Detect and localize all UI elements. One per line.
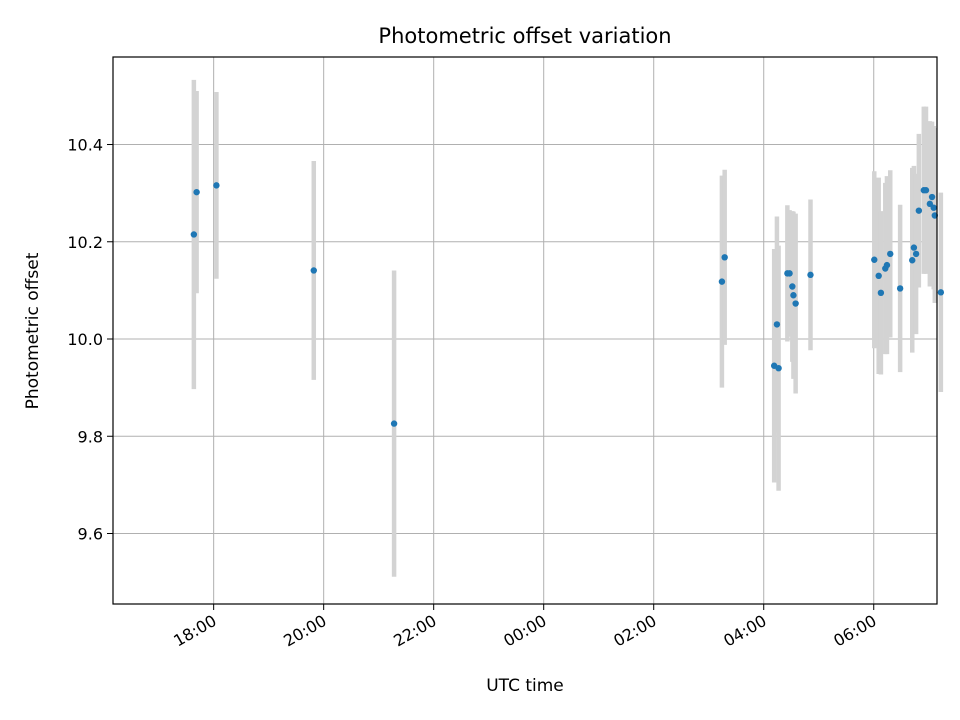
data-point xyxy=(912,250,920,258)
data-point xyxy=(910,244,918,251)
data-point xyxy=(190,231,198,238)
data-point xyxy=(896,285,904,292)
data-point xyxy=(931,212,938,219)
y-tick-label: 9.8 xyxy=(78,427,103,446)
data-point xyxy=(922,187,930,194)
data-point xyxy=(877,289,885,297)
data-point xyxy=(213,182,220,189)
y-tick-label: 9.6 xyxy=(78,524,103,543)
data-point xyxy=(871,256,878,263)
plot-frame xyxy=(112,56,938,605)
y-axis-ticks: 9.6 9.8 10.0 10.2 10.4 xyxy=(67,136,113,543)
data-point xyxy=(786,270,793,277)
data-point xyxy=(773,321,781,328)
data-point xyxy=(937,289,945,296)
x-axis-label: UTC time xyxy=(486,676,564,696)
y-tick-label: 10.0 xyxy=(67,330,103,349)
data-point xyxy=(310,267,317,274)
grid xyxy=(113,57,937,604)
data-point xyxy=(915,207,923,214)
data-point xyxy=(718,278,726,285)
data-point xyxy=(790,292,797,299)
chart-title: Photometric offset variation xyxy=(378,24,671,48)
data-point xyxy=(930,204,937,211)
y-tick-label: 10.4 xyxy=(67,136,103,155)
y-tick-label: 10.2 xyxy=(67,233,103,252)
data-point xyxy=(390,420,398,427)
data-point xyxy=(875,272,882,279)
data-point xyxy=(883,261,891,269)
data-point xyxy=(807,271,814,279)
data-point xyxy=(775,364,782,372)
data-point xyxy=(721,254,728,261)
data-point xyxy=(926,200,934,208)
data-points xyxy=(190,182,945,427)
data-point xyxy=(909,257,916,264)
y-axis-label: Photometric offset xyxy=(23,252,43,409)
data-point xyxy=(792,300,799,307)
data-point xyxy=(789,283,796,290)
data-point xyxy=(887,250,894,258)
data-point xyxy=(193,188,200,196)
data-point xyxy=(928,193,936,201)
